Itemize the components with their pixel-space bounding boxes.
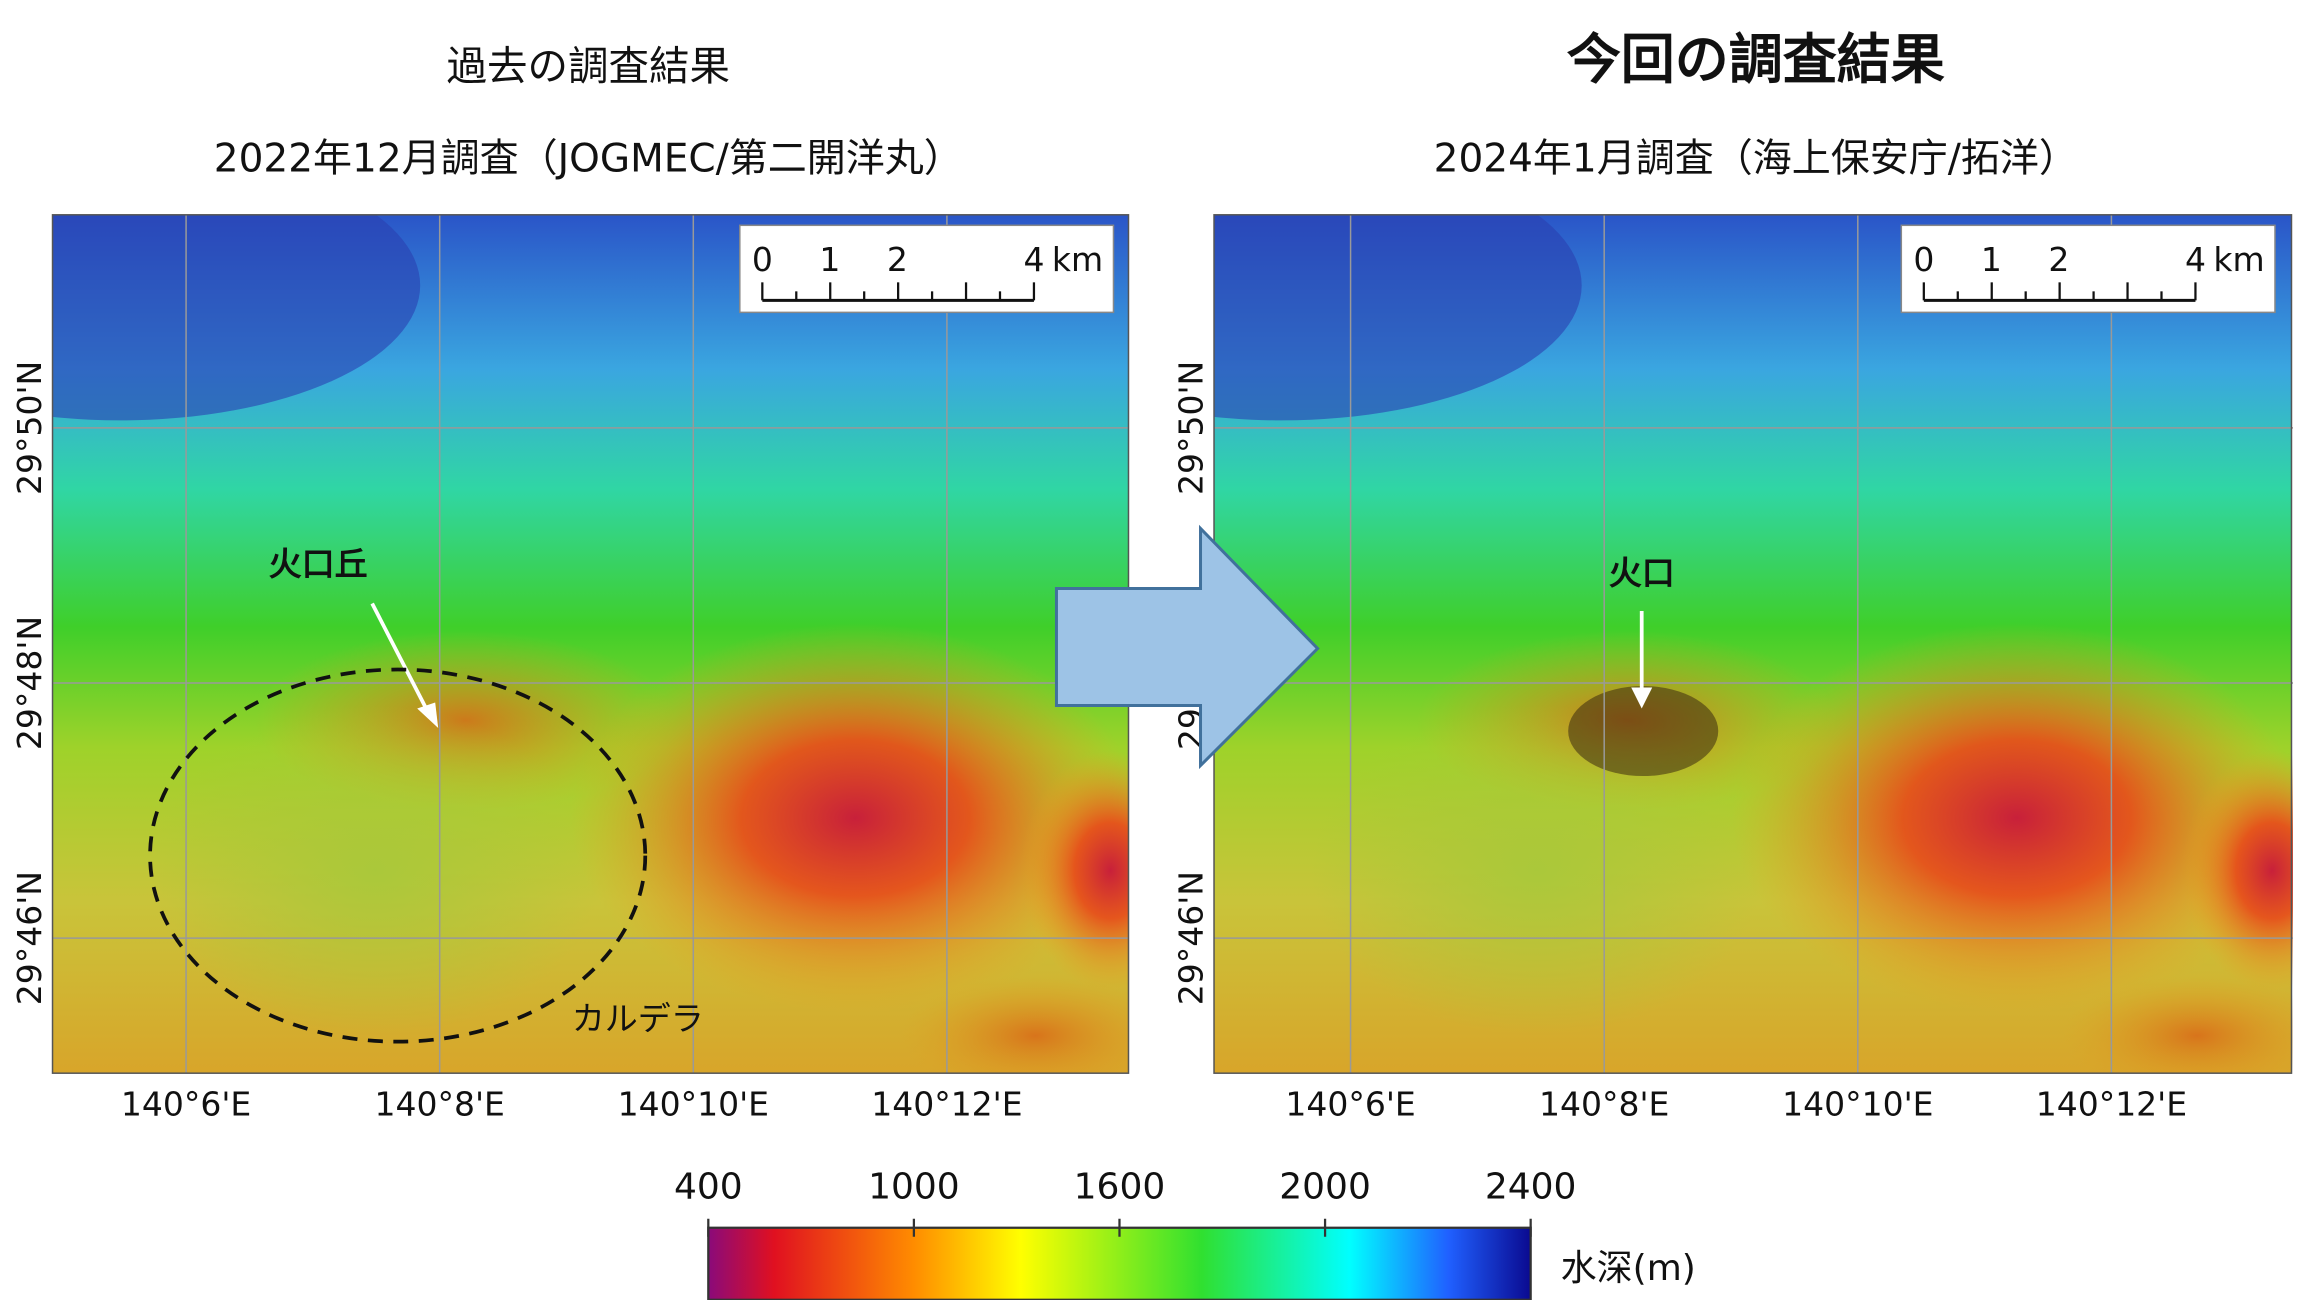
caldera-outline bbox=[148, 667, 648, 1044]
scale-label: km bbox=[1052, 240, 1103, 279]
caldera-floor bbox=[1311, 705, 1762, 1036]
lon-label: 140°6'E bbox=[1285, 1085, 1415, 1124]
arrow-head bbox=[417, 702, 439, 729]
colorbar-label: 水深(m) bbox=[1561, 1248, 1696, 1289]
caldera-floor bbox=[150, 705, 601, 1036]
panel-subtitle: 2024年1月調査（海上保安庁/拓洋） bbox=[1434, 136, 2078, 181]
scale-label: 4 bbox=[2185, 240, 2206, 279]
lon-label: 140°6'E bbox=[121, 1085, 251, 1124]
annotation: 火口 bbox=[1609, 553, 1675, 592]
lat-label: 29°46'N bbox=[1172, 871, 1211, 1005]
scale-label: 0 bbox=[752, 240, 773, 279]
panel-subtitle: 2022年12月調査（JOGMEC/第二開洋丸） bbox=[214, 136, 963, 181]
lon-label: 140°8'E bbox=[374, 1085, 504, 1124]
lon-label: 140°10'E bbox=[618, 1085, 769, 1124]
colorbar bbox=[707, 1226, 1532, 1300]
scale-label: 1 bbox=[819, 240, 840, 279]
scale-label: 4 bbox=[1023, 240, 1044, 279]
arrow-head bbox=[1631, 687, 1653, 709]
scale-label: 2 bbox=[887, 240, 908, 279]
annotation: カルデラ bbox=[572, 999, 704, 1038]
colorbar-tick-label: 1600 bbox=[1074, 1167, 1166, 1208]
scale-box bbox=[1900, 224, 2276, 314]
deep-area bbox=[52, 214, 421, 421]
lon-label: 140°12'E bbox=[871, 1085, 1022, 1124]
bathymetry-map bbox=[52, 214, 1129, 1074]
lon-label: 140°10'E bbox=[1782, 1085, 1933, 1124]
lat-label: 29°50'N bbox=[10, 361, 49, 495]
crater bbox=[1568, 686, 1719, 777]
lat-label: 29°48'N bbox=[10, 616, 49, 750]
south-slope bbox=[900, 975, 1129, 1074]
lat-label: 29°50'N bbox=[1172, 361, 1211, 495]
colorbar-tick-label: 1000 bbox=[868, 1167, 960, 1208]
lon-label: 140°8'E bbox=[1539, 1085, 1669, 1124]
lon-label: 140°12'E bbox=[2036, 1085, 2187, 1124]
scale-label: km bbox=[2213, 240, 2264, 279]
panel-title: 過去の調査結果 bbox=[447, 42, 731, 90]
colorbar-tick-label: 2000 bbox=[1279, 1167, 1371, 1208]
summit-area bbox=[570, 623, 1129, 1014]
scale-label: 1 bbox=[1981, 240, 2002, 279]
colorbar-tick-label: 2400 bbox=[1485, 1167, 1577, 1208]
scale-label: 0 bbox=[1913, 240, 1934, 279]
scale-box bbox=[739, 224, 1115, 314]
arrow bbox=[1054, 524, 1320, 770]
summit-area bbox=[1020, 750, 1129, 991]
annotation-arrow bbox=[370, 602, 430, 713]
summit-area bbox=[1731, 623, 2293, 1014]
scale-label: 2 bbox=[2048, 240, 2069, 279]
deep-area bbox=[1214, 214, 1582, 421]
south-slope bbox=[2061, 975, 2293, 1074]
colorbar-tick-label: 400 bbox=[674, 1167, 743, 1208]
annotation: 火口丘 bbox=[269, 544, 368, 583]
panel-title: 今回の調査結果 bbox=[1567, 28, 1945, 91]
summit-area bbox=[2181, 750, 2293, 991]
lat-label: 29°46'N bbox=[10, 871, 49, 1005]
